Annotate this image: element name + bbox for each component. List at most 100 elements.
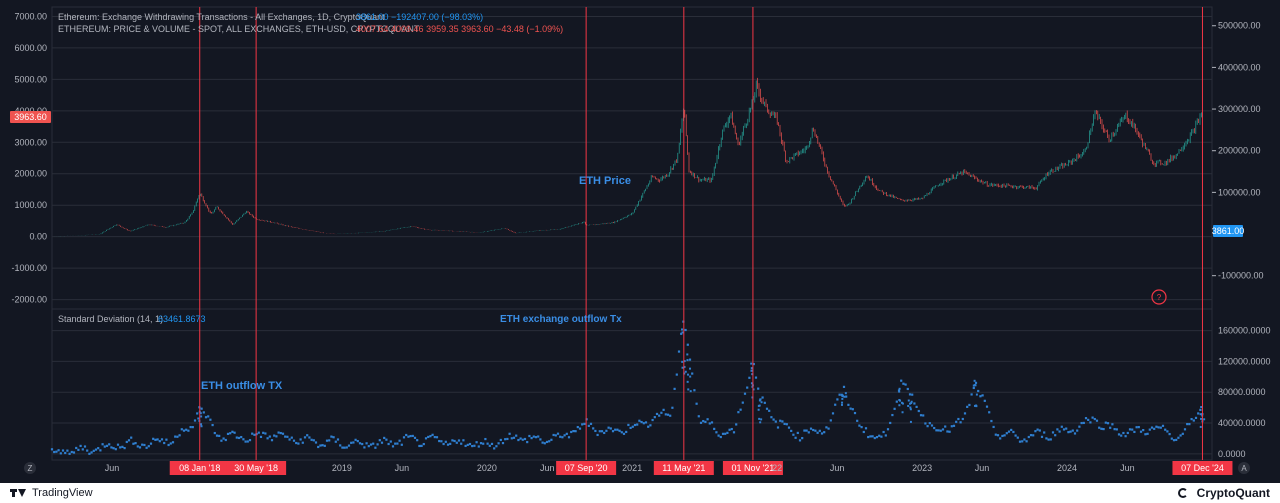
outflow-point <box>407 435 410 438</box>
outflow-point <box>735 423 738 426</box>
outflow-point <box>1150 426 1154 429</box>
outflow-point <box>880 435 883 438</box>
outflow-point <box>317 445 320 449</box>
outflow-point <box>741 401 744 404</box>
outflow-point <box>862 430 865 434</box>
outflow-point <box>295 441 298 445</box>
outflow-point <box>1049 438 1052 441</box>
outflow-point <box>1172 439 1176 442</box>
outflow-point <box>369 443 373 446</box>
outflow-point <box>759 398 762 401</box>
outflow-point <box>182 429 186 432</box>
auto-scale-left-button[interactable] <box>24 462 36 474</box>
outflow-point <box>979 395 982 398</box>
outflow-point <box>1157 426 1160 429</box>
outflow-point <box>1155 425 1158 428</box>
outflow-point <box>666 413 670 416</box>
outflow-point <box>548 440 551 443</box>
tradingview-brand[interactable]: TradingView <box>10 487 93 499</box>
outflow-point <box>1142 428 1145 432</box>
outflow-point <box>277 431 280 434</box>
outflow-point <box>174 435 177 438</box>
outflow-point <box>1166 430 1169 433</box>
outflow-point <box>871 435 874 438</box>
outflow-point <box>955 420 958 423</box>
outflow-point <box>537 435 540 438</box>
outflow-point <box>988 411 991 414</box>
outflow-point <box>567 436 571 439</box>
outflow-point <box>999 437 1002 440</box>
legend-stddev-title[interactable]: Standard Deviation (14, 1) <box>58 314 163 324</box>
outflow-point <box>468 442 472 446</box>
outflow-point <box>477 445 480 448</box>
outflow-point <box>303 436 307 439</box>
outflow-point <box>717 434 720 437</box>
outflow-point <box>882 430 885 434</box>
time-tick-label: Jun <box>1120 463 1135 473</box>
outflow-point <box>420 444 423 447</box>
legend-withdraw-title[interactable]: Ethereum: Exchange Withdrawing Transacti… <box>58 12 385 22</box>
outflow-point <box>237 436 241 440</box>
outflow-point <box>1175 438 1178 442</box>
outflow-point <box>836 398 839 401</box>
outflow-point <box>268 435 271 438</box>
cryptoquant-brand[interactable]: CryptoQuant <box>1177 486 1270 500</box>
legend-price-title[interactable]: ETHEREUM: PRICE & VOLUME - SPOT, ALL EXC… <box>58 24 420 34</box>
outflow-point <box>1045 437 1048 440</box>
outflow-point <box>1128 428 1132 431</box>
left-tick-label: 0.00 <box>29 232 47 242</box>
outflow-point <box>431 433 434 436</box>
outflow-point <box>985 405 989 408</box>
outflow-point <box>501 441 505 445</box>
outflow-point <box>365 442 368 445</box>
outflow-point <box>627 423 630 427</box>
outflow-point <box>86 449 89 452</box>
auto-scale-right-button[interactable] <box>1238 462 1250 474</box>
outflow-spike-point <box>683 365 686 368</box>
outflow-point <box>620 431 623 434</box>
outflow-point <box>347 444 351 447</box>
lower-tick-label: 160000.0000 <box>1218 326 1271 336</box>
outflow-point <box>858 424 861 427</box>
outflow-point <box>226 432 230 436</box>
time-axis[interactable]: Jun 08 Jan '18 30 May '18 2019 Jun 2020 Jun 07 … <box>105 461 1233 475</box>
outflow-point <box>92 449 95 452</box>
outflow-spike-point <box>973 379 976 382</box>
outflow-point <box>1027 435 1030 439</box>
legend-price-values: 4007.64 4009.46 3959.35 3963.60 −43.48 (… <box>356 24 563 34</box>
outflow-point <box>204 416 208 419</box>
outflow-point <box>207 415 210 418</box>
outflow-point <box>1069 430 1072 433</box>
outflow-point <box>411 434 414 438</box>
outflow-point <box>339 444 342 447</box>
question-icon[interactable] <box>1151 289 1167 305</box>
outflow-point <box>814 429 817 432</box>
outflow-point <box>453 439 456 443</box>
outflow-point <box>1021 440 1024 443</box>
outflow-point <box>750 369 753 372</box>
outflow-point <box>638 419 641 422</box>
outflow-series <box>50 320 1206 455</box>
outflow-spike-point <box>840 403 843 406</box>
outflow-point <box>53 450 56 454</box>
outflow-point <box>805 429 808 432</box>
outflow-point <box>867 435 870 439</box>
outflow-point <box>451 439 454 442</box>
outflow-point <box>636 423 639 426</box>
outflow-point <box>1194 416 1198 419</box>
outflow-point <box>1058 430 1061 433</box>
outflow-point <box>1106 422 1110 425</box>
outflow-point <box>864 427 868 430</box>
outflow-point <box>924 422 927 425</box>
outflow-point <box>631 425 634 428</box>
outflow-point <box>125 440 128 444</box>
outflow-point <box>559 435 562 438</box>
outflow-point <box>972 386 975 390</box>
outflow-point <box>521 438 524 441</box>
outflow-point <box>242 438 245 441</box>
outflow-point <box>275 435 278 438</box>
outflow-point <box>389 440 392 443</box>
outflow-point <box>823 431 826 434</box>
outflow-point <box>1051 431 1055 434</box>
outflow-point <box>1153 427 1156 430</box>
